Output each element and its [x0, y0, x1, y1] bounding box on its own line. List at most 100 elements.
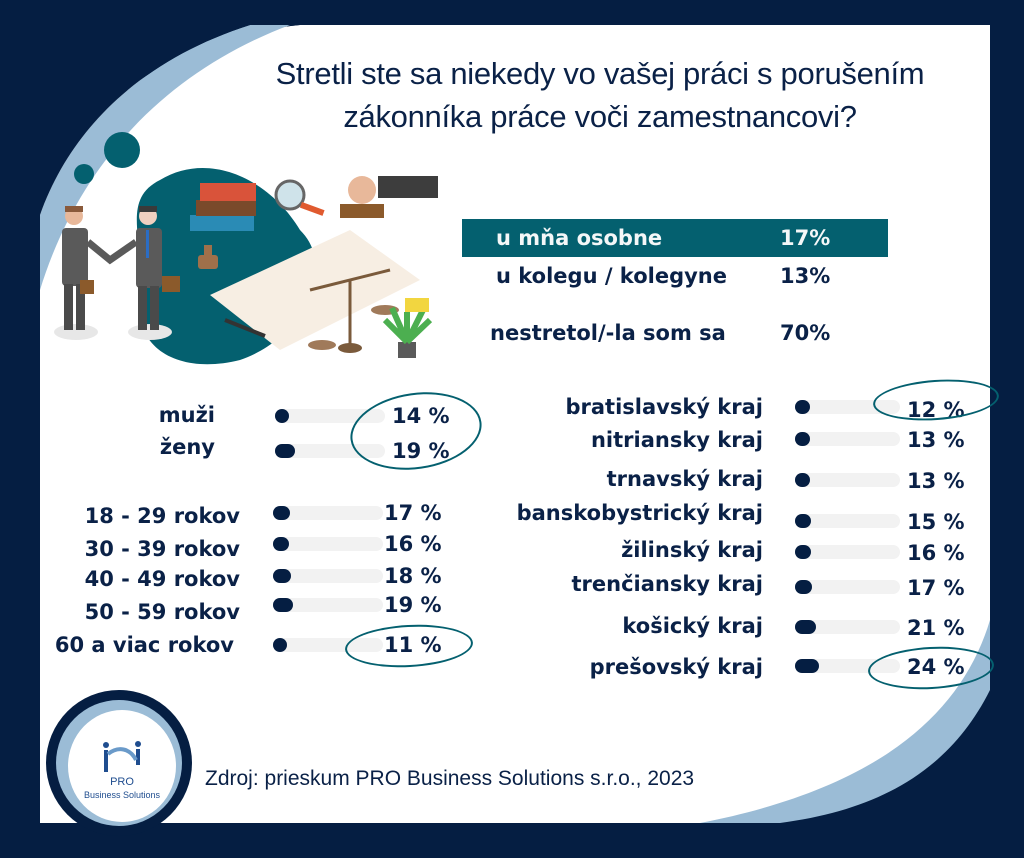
bar-row-men: muži: [130, 400, 215, 430]
bar-track: [795, 620, 900, 634]
bar-value: 12 %: [907, 398, 965, 422]
bar-label: prešovský kraj: [589, 655, 763, 679]
summary-value: 70%: [780, 321, 831, 345]
bar-label: nitriansky kraj: [590, 428, 763, 452]
bar-row-women: ženy: [130, 432, 215, 462]
people-bridge-icon: [103, 741, 141, 772]
bar-label: trnavský kraj: [606, 467, 763, 491]
bar-label: banskobystrický kraj: [516, 501, 763, 525]
logo-text-company: Business Solutions: [83, 790, 161, 800]
gavel-icon: [198, 245, 218, 269]
decor-dot-small: [74, 164, 94, 184]
bar-fill: [273, 506, 290, 520]
bar-value: 13 %: [907, 428, 965, 452]
bar-value: 16 %: [384, 532, 442, 556]
bar-label: 60 a viac rokov: [54, 633, 234, 657]
bar-fill: [795, 400, 810, 414]
bar-fill: [273, 638, 287, 652]
bar-label: muži: [158, 403, 215, 427]
summary-row-never: nestretol/-la som sa 70%: [462, 314, 888, 352]
bar-label: 40 - 49 rokov: [84, 567, 240, 591]
bar-fill: [795, 620, 816, 634]
bar-track: [795, 659, 900, 673]
bar-track: [795, 580, 900, 594]
bar-value: 17 %: [907, 576, 965, 600]
bar-track: [795, 473, 900, 487]
bar-label: 30 - 39 rokov: [84, 537, 240, 561]
bar-value: 11 %: [384, 633, 442, 657]
bar-row-zilina: žilinský kraj: [480, 535, 763, 565]
summary-label: u mňa osobne: [496, 226, 663, 250]
bar-label: ženy: [159, 435, 215, 459]
summary-value: 17%: [780, 226, 831, 250]
bar-row-age-30-39: 30 - 39 rokov: [40, 534, 240, 564]
summary-value: 13%: [780, 264, 831, 288]
bar-value: 17 %: [384, 501, 442, 525]
pen-icon: [224, 318, 266, 338]
bar-label: košický kraj: [622, 614, 763, 638]
title-line-2: zákonníka práce voči zamestnancovi?: [343, 99, 857, 134]
bar-row-presov: prešovský kraj: [480, 652, 763, 682]
scales-of-justice-icon: [308, 268, 399, 353]
logo-text-pro: PRO: [110, 776, 134, 788]
stamp-hand-icon: [340, 176, 438, 218]
bar-value: 15 %: [907, 510, 965, 534]
bar-fill: [273, 569, 291, 583]
summary-row-colleague: u kolegu / kolegyne 13%: [462, 257, 888, 295]
bar-row-banska-bystrica: banskobystrický kraj: [480, 498, 763, 528]
bar-track: [795, 545, 900, 559]
legal-illustration: [54, 132, 438, 365]
bar-track: [795, 514, 900, 528]
bar-track: [275, 409, 385, 423]
magnifier-icon: [274, 179, 325, 216]
company-logo: PRO Business Solutions: [46, 690, 192, 836]
sticky-note-icon: [405, 298, 429, 312]
logo-core: PRO Business Solutions: [68, 710, 176, 822]
plant-icon: [382, 306, 433, 358]
bar-value: 13 %: [907, 469, 965, 493]
bar-row-trnava: trnavský kraj: [480, 464, 763, 494]
law-books-icon: [190, 183, 256, 231]
bar-value: 21 %: [907, 616, 965, 640]
bar-track: [273, 638, 383, 652]
bar-label: trenčiansky kraj: [571, 572, 763, 596]
bar-track: [795, 400, 900, 414]
summary-label: u kolegu / kolegyne: [496, 264, 727, 288]
bar-row-kosice: košický kraj: [480, 611, 763, 641]
bar-track: [273, 598, 383, 612]
bar-track: [273, 537, 383, 551]
bar-track: [275, 444, 385, 458]
bar-row-age-40-49: 40 - 49 rokov: [40, 564, 240, 594]
bar-value: 16 %: [907, 541, 965, 565]
businessmen-handshake-icon: [54, 206, 180, 340]
bar-value: 19 %: [384, 593, 442, 617]
bar-label: žilinský kraj: [621, 538, 763, 562]
logo-ring: PRO Business Solutions: [56, 700, 182, 826]
bar-row-bratislava: bratislavský kraj: [480, 392, 763, 422]
bar-track: [273, 569, 383, 583]
bar-fill: [795, 473, 810, 487]
bar-label: 50 - 59 rokov: [84, 600, 240, 624]
bar-row-age-50-59: 50 - 59 rokov: [40, 597, 240, 627]
bar-row-nitra: nitriansky kraj: [480, 425, 763, 455]
bar-track: [273, 506, 383, 520]
bar-label: 18 - 29 rokov: [84, 504, 240, 528]
bar-row-age-18-29: 18 - 29 rokov: [40, 501, 240, 531]
bar-fill: [795, 545, 811, 559]
bar-fill: [795, 659, 819, 673]
bar-fill: [275, 444, 295, 458]
title-line-1: Stretli ste sa niekedy vo vašej práci s …: [275, 56, 925, 91]
bar-label: bratislavský kraj: [565, 395, 763, 419]
summary-label: nestretol/-la som sa: [490, 321, 726, 345]
bar-fill: [273, 598, 293, 612]
bar-value: 18 %: [384, 564, 442, 588]
bar-value: 19 %: [392, 439, 450, 463]
bar-row-trencin: trenčiansky kraj: [480, 569, 763, 599]
bar-value: 14 %: [392, 404, 450, 428]
bar-fill: [275, 409, 289, 423]
bar-value: 24 %: [907, 655, 965, 679]
page-title: Stretli ste sa niekedy vo vašej práci s …: [205, 52, 995, 138]
bar-fill: [795, 580, 812, 594]
decor-dot-large: [104, 132, 140, 168]
bar-fill: [795, 432, 810, 446]
